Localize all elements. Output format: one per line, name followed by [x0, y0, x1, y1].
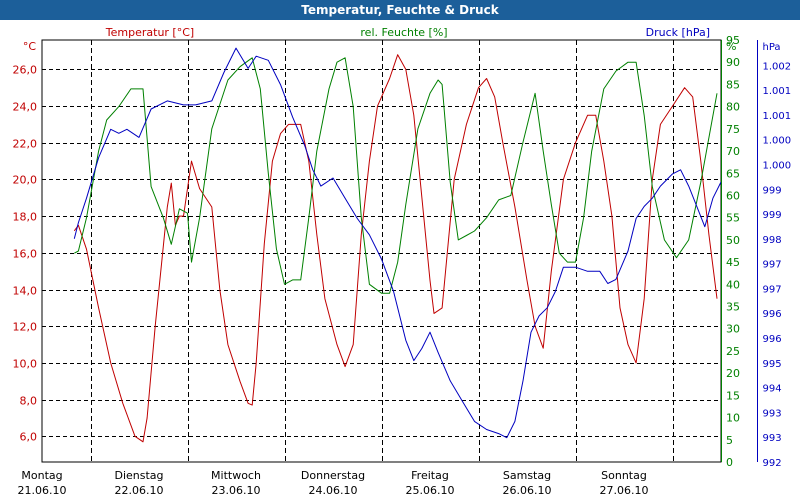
temperature-tick-label: 16,0 [13, 248, 38, 261]
temperature-series-line [73, 54, 718, 443]
x-tick-day: Montag [21, 469, 62, 482]
x-tick-day: Donnerstag [301, 469, 365, 482]
x-tick-date: 27.06.10 [600, 484, 649, 497]
temperature-axis-label: Temperatur [°C] [105, 26, 194, 39]
humidity-tick-label: 75 [726, 123, 740, 136]
humidity-tick-label: 40 [726, 278, 740, 291]
temperature-tick-label: 24,0 [13, 101, 38, 114]
pressure-unit-label: hPa [763, 42, 781, 53]
humidity-tick-label: 65 [726, 167, 740, 180]
x-tick-day: Dienstag [114, 469, 163, 482]
humidity-tick-label: 15 [726, 389, 740, 402]
axis-layer: 26,0 24,0 22,0 20,0 18,0 16,0 14,0 12,0 10,0 8,0 6… [13, 26, 792, 497]
humidity-tick-label: 55 [726, 212, 740, 225]
x-tick-day: Sonntag [601, 469, 647, 482]
humidity-tick-label: 30 [726, 323, 740, 336]
x-tick-date: 26.06.10 [503, 484, 552, 497]
pressure-tick-label: 997 [763, 260, 782, 271]
pressure-tick-label: 994 [763, 384, 782, 395]
pressure-tick-label: 996 [763, 309, 782, 320]
humidity-tick-label: 20 [726, 367, 740, 380]
pressure-axis-label: Druck [hPa] [646, 26, 710, 39]
pressure-tick-label: 1.001 [763, 111, 792, 122]
humidity-tick-label: 85 [726, 78, 740, 91]
temperature-tick-label: 14,0 [13, 285, 38, 298]
temperature-tick-label: 10,0 [13, 358, 38, 371]
pressure-tick-label: 995 [763, 359, 782, 370]
pressure-series-line [73, 47, 722, 439]
x-tick-date: 25.06.10 [406, 484, 455, 497]
pressure-tick-label: 998 [763, 235, 782, 246]
humidity-tick-label: 90 [726, 56, 740, 69]
temperature-tick-label: 22,0 [13, 138, 38, 151]
x-tick-date: 24.06.10 [309, 484, 358, 497]
pressure-tick-label: 999 [763, 185, 782, 196]
humidity-unit-label: % [726, 40, 736, 53]
x-tick-date: 22.06.10 [115, 484, 164, 497]
series-layer [73, 47, 722, 443]
pressure-tick-label: 1.000 [763, 136, 792, 147]
humidity-tick-label: 95 [726, 34, 740, 47]
temperature-tick-label: 12,0 [13, 321, 38, 334]
temperature-tick-label: 26,0 [13, 64, 38, 77]
temperature-tick-label: 8,0 [20, 395, 38, 408]
humidity-tick-label: 35 [726, 301, 740, 314]
pressure-tick-label: 1.000 [763, 160, 792, 171]
pressure-tick-label: 1.002 [763, 61, 792, 72]
chart-title: Temperatur, Feuchte & Druck [301, 3, 499, 17]
x-tick-day: Mittwoch [211, 469, 261, 482]
temperature-tick-label: 20,0 [13, 174, 38, 187]
humidity-tick-label: 60 [726, 189, 740, 202]
humidity-tick-label: 5 [726, 434, 733, 447]
humidity-tick-label: 45 [726, 256, 740, 269]
humidity-series-line [74, 57, 718, 294]
humidity-axis-label: rel. Feuchte [%] [360, 26, 447, 39]
pressure-tick-label: 993 [763, 433, 782, 444]
humidity-tick-label: 80 [726, 101, 740, 114]
humidity-tick-label: 50 [726, 234, 740, 247]
x-tick-day: Samstag [503, 469, 551, 482]
humidity-tick-label: 70 [726, 145, 740, 158]
pressure-tick-label: 997 [763, 284, 782, 295]
pressure-tick-label: 999 [763, 210, 782, 221]
humidity-tick-label: 25 [726, 345, 740, 358]
humidity-tick-label: 10 [726, 412, 740, 425]
pressure-tick-label: 996 [763, 334, 782, 345]
x-tick-day: Freitag [411, 469, 449, 482]
temperature-tick-label: 18,0 [13, 211, 38, 224]
humidity-tick-label: 0 [726, 456, 733, 469]
temperature-unit-label: °C [23, 40, 37, 53]
x-tick-date: 23.06.10 [212, 484, 261, 497]
title-bar [0, 0, 800, 20]
pressure-tick-label: 992 [763, 458, 782, 469]
pressure-tick-label: 1.001 [763, 86, 792, 97]
pressure-tick-label: 993 [763, 408, 782, 419]
temperature-tick-label: 6,0 [20, 431, 38, 444]
x-tick-date: 21.06.10 [18, 484, 67, 497]
